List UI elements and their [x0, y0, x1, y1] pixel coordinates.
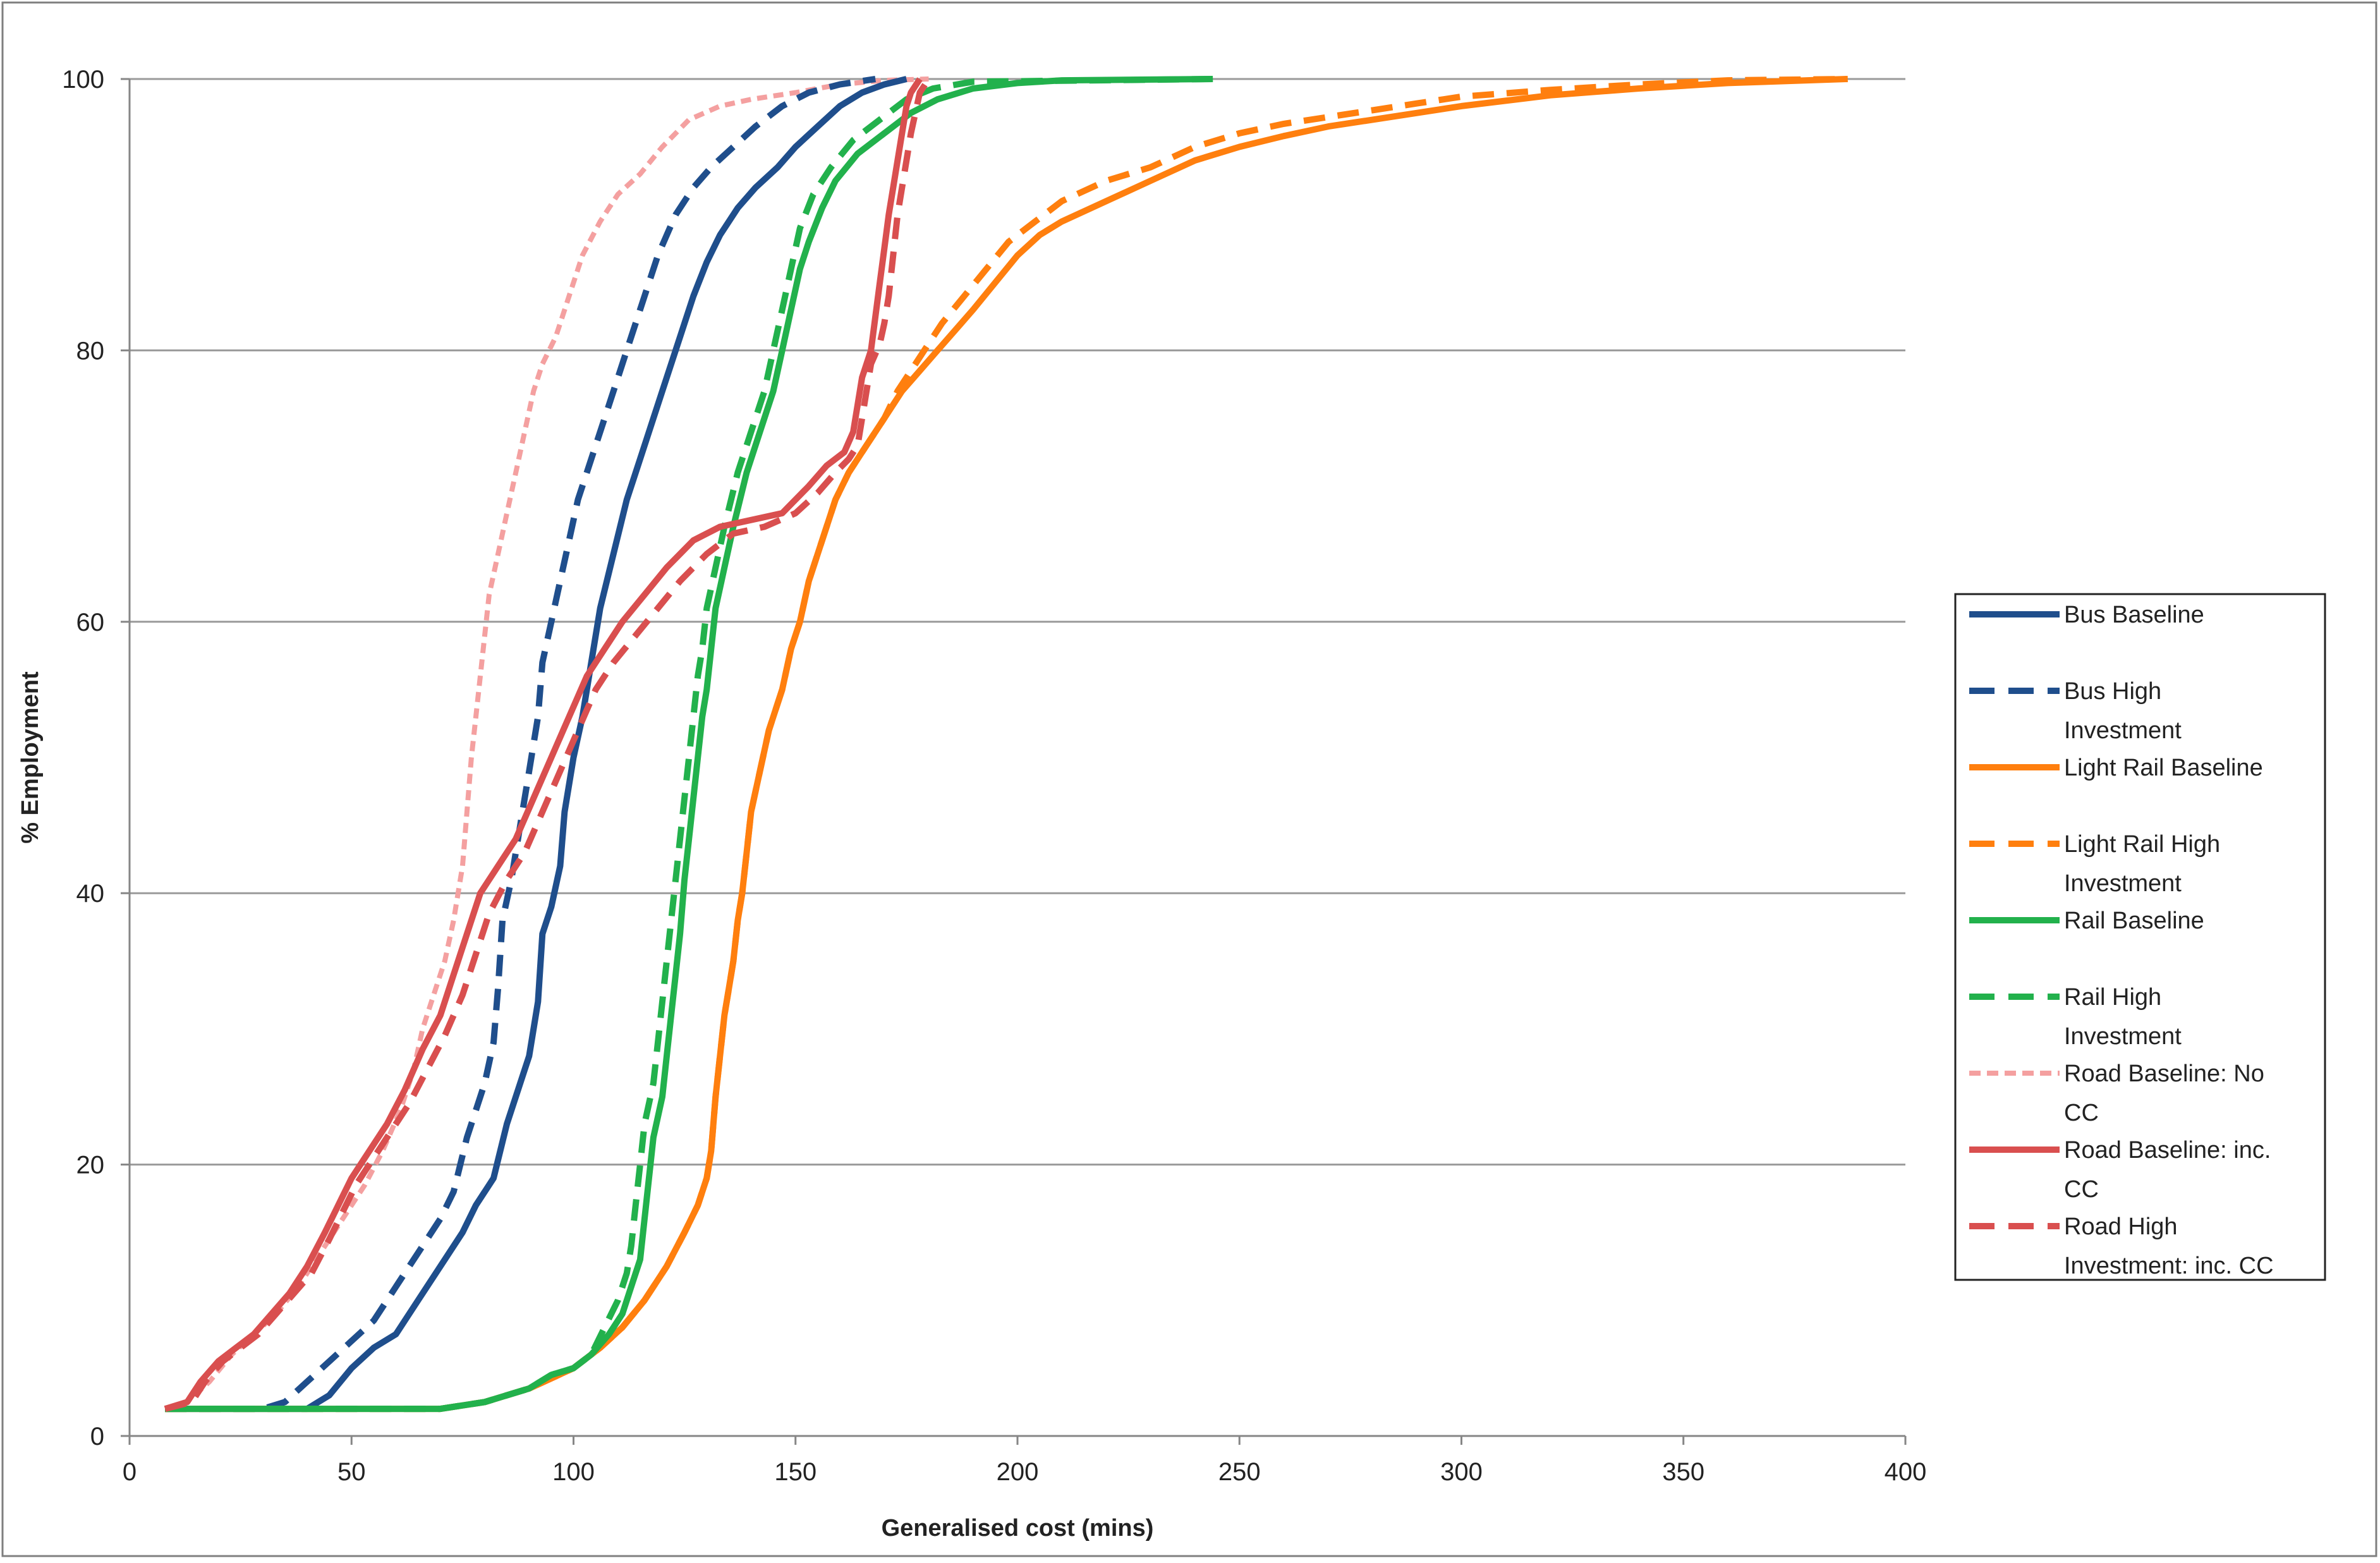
- x-tick-label: 100: [552, 1458, 595, 1486]
- series-line-light-rail-high-investment: [165, 76, 1848, 1413]
- x-tick-label: 400: [1885, 1458, 1927, 1486]
- data-series: [164, 76, 1848, 1413]
- x-tick-label: 350: [1662, 1458, 1704, 1486]
- gridlines: [130, 78, 1905, 1166]
- legend-box: [1954, 593, 2326, 1281]
- legend-entry-label: Light Rail Baseline: [2064, 755, 2263, 781]
- series-line-rail-baseline: [165, 76, 1213, 1413]
- legend: Bus Baseline Bus High Investment Light Rail…: [1954, 593, 2326, 1281]
- axes: [121, 78, 1907, 1445]
- legend-entry-label: Rail High Investment: [2064, 984, 2182, 1050]
- series-line-road-baseline-inc-cc: [164, 77, 923, 1412]
- y-tick-label: 0: [90, 1423, 104, 1450]
- legend-entry-label: Road Baseline: No CC: [2064, 1061, 2264, 1126]
- series-line-road-high-investment-inc-cc: [164, 77, 932, 1412]
- legend-entry-label: Road High Investment: inc. CC: [2064, 1213, 2274, 1279]
- series-line-bus-high-investment: [165, 76, 876, 1413]
- series-line-rail-high-investment: [165, 76, 1213, 1413]
- legend-entry-label: Light Rail High Investment: [2064, 831, 2220, 897]
- y-tick-label: 100: [62, 66, 104, 94]
- y-tick-label: 20: [76, 1152, 105, 1179]
- x-tick-label: 300: [1440, 1458, 1483, 1486]
- y-tick-label: 40: [76, 880, 105, 908]
- x-axis-title: Generalised cost (mins): [882, 1515, 1154, 1542]
- tick-labels: 0 20 40 60 80 100 0 50 100 150 200 250 300 350 400: [62, 66, 1926, 1486]
- x-tick-label: 0: [123, 1458, 137, 1486]
- y-tick-label: 60: [76, 609, 105, 636]
- legend-entry-label: Road Baseline: inc. CC: [2064, 1137, 2271, 1203]
- legend-entry-label: Bus Baseline: [2064, 602, 2204, 628]
- x-tick-label: 50: [337, 1458, 366, 1486]
- x-tick-label: 150: [774, 1458, 817, 1486]
- legend-entry-label: Bus High Investment: [2064, 678, 2182, 744]
- x-tick-label: 200: [997, 1458, 1039, 1486]
- y-axis-title: % Employment: [17, 671, 44, 844]
- y-tick-label: 80: [76, 337, 105, 365]
- series-line-road-baseline-no-cc: [164, 76, 929, 1411]
- legend-entry-label: Rail Baseline: [2064, 908, 2204, 934]
- x-tick-label: 250: [1218, 1458, 1261, 1486]
